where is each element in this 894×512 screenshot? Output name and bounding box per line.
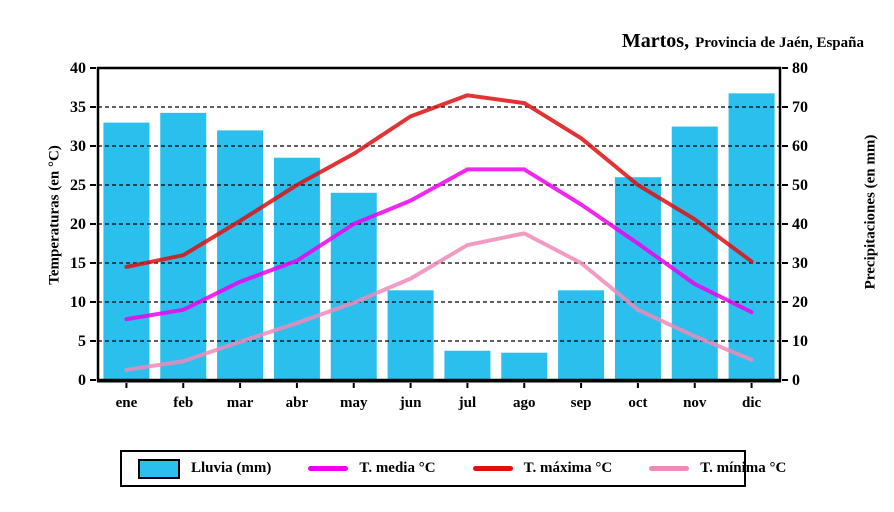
legend-item-t-m-xima-c: T. máxima °C (472, 460, 613, 477)
rain-bar-may (330, 192, 377, 380)
left-tick-label-25: 25 (70, 177, 86, 194)
right-tick-label-20: 20 (792, 294, 808, 311)
rain-bar-ago (501, 352, 548, 380)
legend-item-t-media-c: T. media °C (308, 460, 436, 477)
month-label-jun: jun (399, 395, 422, 411)
left-tick-label-40: 40 (70, 60, 86, 77)
legend-item-lluvia-mm-: Lluvia (mm) (138, 458, 272, 479)
rain-bar-jun (387, 290, 434, 380)
month-label-may: may (340, 395, 368, 411)
rain-bar-oct (614, 177, 661, 380)
line-t-m-xima-c (124, 93, 754, 269)
chart-legend: Lluvia (mm) T. media °C T. máxima °C T. mín… (120, 450, 786, 487)
legend-line-swatch-t-m-xima-c (472, 466, 513, 471)
legend-bar-swatch-lluvia-mm- (138, 458, 180, 479)
line-t-media-c (124, 167, 754, 322)
right-tick-label-10: 10 (792, 333, 808, 350)
legend-line-swatch-t-m-nima-c (649, 466, 690, 471)
legend-label: Lluvia (mm) (191, 460, 272, 476)
left-tick-label-0: 0 (78, 372, 86, 389)
line-t-m-nima-c (124, 231, 754, 372)
chart-title: Martos, Provincia de Jaén, España (622, 30, 864, 53)
legend-line-swatch-t-media-c (308, 466, 349, 471)
rain-bar-ene (103, 122, 150, 380)
right-tick-label-70: 70 (792, 99, 808, 116)
left-tick-label-35: 35 (70, 99, 86, 116)
left-tick-label-20: 20 (70, 216, 86, 233)
left-tick-label-15: 15 (70, 255, 86, 272)
rain-bar-dic (728, 93, 775, 380)
right-tick-label-30: 30 (792, 255, 808, 272)
right-tick-label-80: 80 (792, 60, 808, 77)
climograph-plot: 0 5 10 15 20 25 30 35 40 0 10 20 30 40 50 60 70 80 ene feb m… (70, 60, 808, 411)
month-label-dic: dic (742, 395, 762, 411)
rain-bar-abr (273, 157, 320, 380)
chart-title-region: Provincia de Jaén, España (695, 35, 864, 51)
month-label-feb: feb (173, 395, 193, 411)
chart-title-city: Martos, (621, 30, 690, 52)
left-tick-label-30: 30 (70, 138, 86, 155)
month-label-nov: nov (683, 395, 707, 411)
right-tick-label-0: 0 (792, 372, 800, 389)
left-tick-label-10: 10 (70, 294, 86, 311)
legend-label: T. mínima °C (700, 460, 787, 476)
month-label-sep: sep (571, 395, 592, 411)
left-tick-label-5: 5 (78, 333, 86, 350)
legend-item-t-m-nima-c: T. mínima °C (649, 460, 786, 477)
month-label-jul: jul (458, 395, 477, 411)
month-label-ago: ago (513, 395, 536, 411)
right-tick-label-40: 40 (792, 216, 808, 233)
month-label-oct: oct (628, 395, 647, 411)
legend-label: T. media °C (359, 460, 436, 476)
month-label-mar: mar (227, 395, 254, 411)
rain-bar-sep (558, 290, 605, 380)
right-tick-label-60: 60 (792, 138, 808, 155)
rain-bar-jul (444, 350, 491, 380)
month-label-ene: ene (116, 395, 138, 411)
month-label-abr: abr (286, 395, 309, 411)
right-tick-label-50: 50 (792, 177, 808, 194)
legend-label: T. máxima °C (523, 460, 613, 476)
